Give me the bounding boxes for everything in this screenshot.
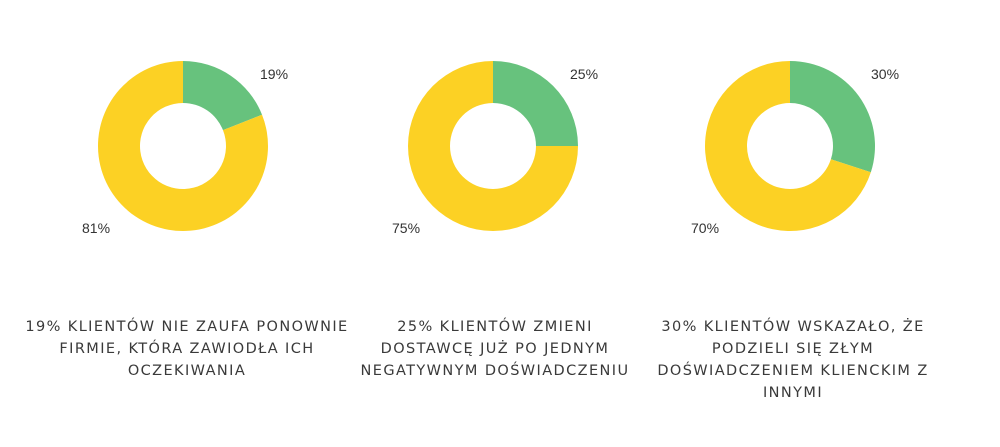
chart-panel-1: 19% 81% 19% klientów nie zaufa ponownie f… — [24, 0, 347, 447]
donut-1-label-1: 19% — [260, 66, 288, 82]
donut-3-slice-2 — [705, 61, 871, 231]
donut-chart-3: 30% 70% — [691, 61, 899, 236]
donut-2-slice-2 — [408, 61, 578, 231]
donut-2-label-2: 75% — [392, 220, 420, 236]
donut-2-label-1: 25% — [570, 66, 598, 82]
donut-3-slice-1 — [790, 61, 875, 173]
chart-panel-2: 25% 75% 25% klientów zmieni dostawcę już … — [334, 0, 654, 447]
chart-caption-1: 19% klientów nie zaufa ponownie firmie, … — [25, 319, 349, 379]
donut-3-label-2: 70% — [691, 220, 719, 236]
chart-caption-2: 25% klientów zmieni dostawcę już po jedn… — [360, 319, 630, 379]
donut-2-slice-1 — [493, 61, 578, 146]
donut-chart-2: 25% 75% — [392, 61, 598, 236]
donut-1-label-2: 81% — [82, 220, 110, 236]
donut-chart-1: 19% 81% — [82, 61, 288, 236]
donut-3-label-1: 30% — [871, 66, 899, 82]
donut-1-slice-1 — [183, 61, 263, 131]
chart-panel-3: 30% 70% 30% klientów wskazało, że podziel… — [631, 0, 951, 447]
chart-caption-3: 30% klientów wskazało, że podzieli się z… — [657, 319, 929, 401]
donut-1-slice-2 — [97, 61, 268, 232]
